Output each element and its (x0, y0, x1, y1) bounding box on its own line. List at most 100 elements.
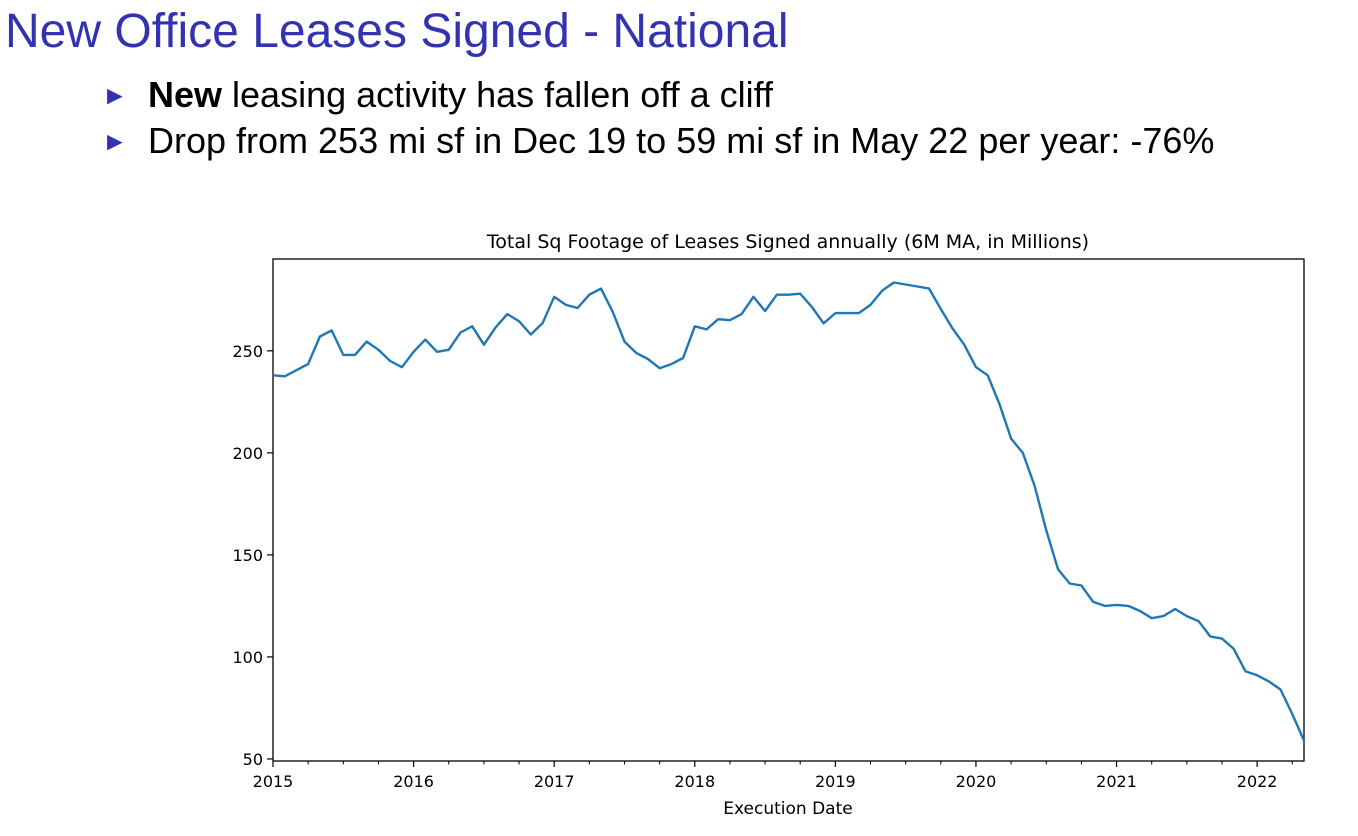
series-line (272, 281, 1306, 742)
data-point (916, 285, 918, 287)
y-tick-label: 250 (232, 342, 263, 361)
bullet-bold-text: New (148, 74, 223, 115)
data-point (448, 349, 450, 351)
data-point (764, 310, 766, 312)
data-point (658, 367, 660, 369)
data-point (494, 326, 496, 328)
data-point (682, 357, 684, 359)
data-point (307, 363, 309, 365)
y-axis: 50 100 150 200 250 (232, 342, 273, 769)
data-point (1080, 584, 1082, 586)
data-point (799, 293, 801, 295)
data-point (1104, 605, 1106, 607)
data-point (530, 333, 532, 335)
data-point (377, 349, 379, 351)
data-point (330, 329, 332, 331)
data-point (928, 287, 930, 289)
data-point (869, 304, 871, 306)
data-point (998, 403, 1000, 405)
bullet-item: ► New leasing activity has fallen off a c… (102, 72, 1214, 118)
data-point (1233, 648, 1235, 650)
data-point (1209, 635, 1211, 637)
slide-title: New Office Leases Signed - National (5, 5, 789, 58)
bullet-list: ► New leasing activity has fallen off a c… (102, 72, 1214, 164)
data-point (588, 294, 590, 296)
data-point (1069, 582, 1071, 584)
data-point (905, 283, 907, 285)
data-point (1010, 437, 1012, 439)
data-point (1244, 670, 1246, 672)
data-point (612, 311, 614, 313)
data-point (600, 287, 602, 289)
data-point (471, 325, 473, 327)
data-point (576, 307, 578, 309)
data-point (881, 289, 883, 291)
data-point (1151, 617, 1153, 619)
data-point (1291, 713, 1293, 715)
data-point (1186, 615, 1188, 617)
data-point (987, 374, 989, 376)
data-point (1303, 739, 1305, 741)
data-point (389, 360, 391, 362)
data-point (424, 338, 426, 340)
data-point (1022, 452, 1024, 454)
x-tick-label: 2020 (956, 772, 997, 791)
data-point (694, 325, 696, 327)
data-point (752, 296, 754, 298)
data-point (647, 358, 649, 360)
data-point (822, 322, 824, 324)
data-points (272, 281, 1305, 742)
data-point (1268, 680, 1270, 682)
data-point (1115, 604, 1117, 606)
data-point (951, 327, 953, 329)
data-point (319, 335, 321, 337)
data-point (541, 322, 543, 324)
plot-frame (272, 258, 1305, 762)
data-point (963, 344, 965, 346)
data-point (1221, 637, 1223, 639)
bullet-triangle-icon: ► (102, 126, 128, 156)
data-point (1174, 608, 1176, 610)
x-tick-label: 2022 (1237, 772, 1278, 791)
data-point (565, 304, 567, 306)
data-point (1127, 605, 1129, 607)
data-point (272, 374, 274, 376)
data-point (401, 366, 403, 368)
data-point (1139, 610, 1141, 612)
data-point (740, 313, 742, 315)
data-point (787, 294, 789, 296)
data-point (811, 306, 813, 308)
data-point (506, 313, 508, 315)
data-point (342, 354, 344, 356)
chart-title: Total Sq Footage of Leases Signed annual… (486, 231, 1089, 253)
data-point (366, 340, 368, 342)
data-point (1092, 601, 1094, 603)
bullet-item: ► Drop from 253 mi sf in Dec 19 to 59 mi … (102, 118, 1214, 164)
y-tick-label: 200 (232, 444, 263, 463)
data-point (717, 318, 719, 320)
y-tick-label: 50 (243, 750, 263, 769)
data-point (295, 369, 297, 371)
x-axis-label: Execution Date (723, 799, 852, 819)
data-point (705, 328, 707, 330)
data-point (553, 296, 555, 298)
data-point (858, 312, 860, 314)
data-point (436, 351, 438, 353)
data-point (1162, 615, 1164, 617)
data-point (412, 351, 414, 353)
data-point (635, 352, 637, 354)
x-tick-label: 2016 (393, 772, 434, 791)
data-point (729, 319, 731, 321)
data-point (1197, 620, 1199, 622)
data-point (483, 344, 485, 346)
data-point (518, 320, 520, 322)
data-point (459, 331, 461, 333)
bullet-triangle-icon: ► (102, 80, 128, 110)
data-point (834, 312, 836, 314)
data-point (1057, 568, 1059, 570)
bullet-text: Drop from 253 mi sf in Dec 19 to 59 mi s… (148, 120, 1215, 161)
data-point (1256, 674, 1258, 676)
data-point (846, 312, 848, 314)
data-point (776, 294, 778, 296)
